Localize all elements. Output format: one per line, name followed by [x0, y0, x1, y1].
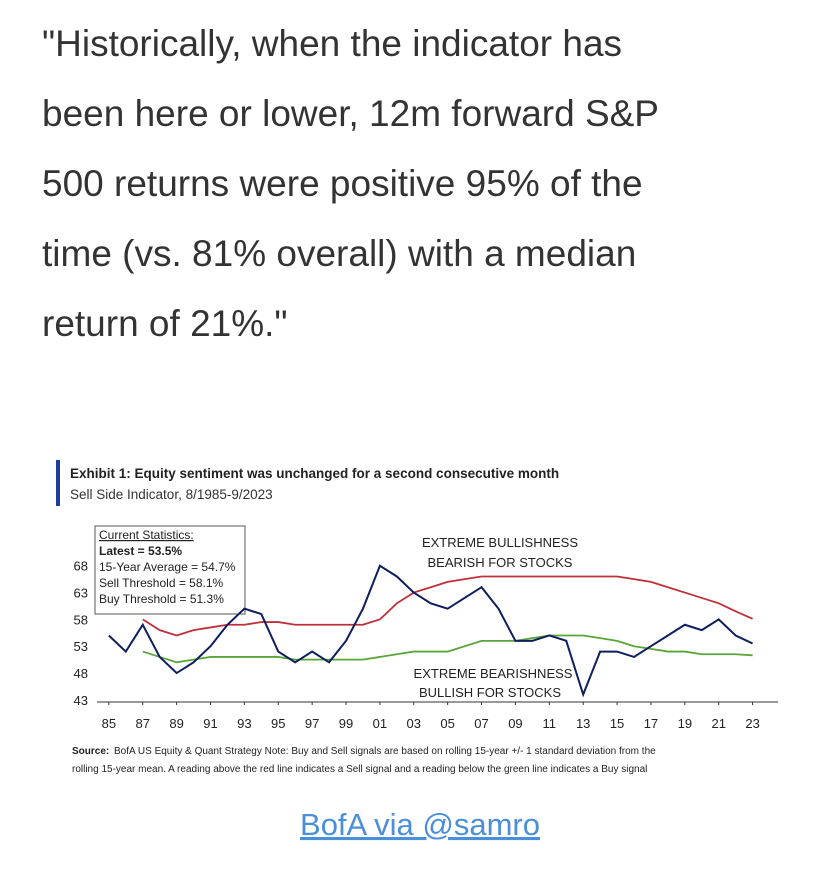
annotation: BEARISH FOR STOCKS — [428, 555, 573, 570]
stats-line: Current Statistics: — [99, 528, 194, 542]
stats-line: Latest = 53.5% — [99, 544, 182, 558]
y-tick-label: 58 — [74, 612, 88, 627]
stats-line: Sell Threshold = 58.1% — [99, 576, 224, 590]
x-tick-label: 95 — [271, 716, 285, 731]
annotation: EXTREME BULLISHNESS — [422, 535, 578, 550]
x-tick-label: 87 — [136, 716, 150, 731]
source-note: rolling 15-year mean. A reading above th… — [72, 764, 647, 775]
stats-line: 15-Year Average = 54.7% — [99, 560, 236, 574]
x-tick-label: 85 — [102, 716, 116, 731]
y-tick-label: 53 — [74, 639, 88, 654]
y-tick-label: 63 — [74, 586, 88, 601]
quote-line: "Historically, when the indicator has — [42, 23, 622, 64]
source-label: Source: — [72, 746, 109, 757]
x-tick-label: 01 — [373, 716, 387, 731]
x-tick-label: 13 — [576, 716, 590, 731]
x-tick-label: 19 — [678, 716, 692, 731]
x-tick-label: 91 — [203, 716, 217, 731]
source-link[interactable]: BofA via @samro — [300, 807, 540, 842]
series-line — [142, 575, 753, 637]
quote-line: time (vs. 81% overall) with a median — [42, 233, 636, 274]
x-tick-label: 23 — [745, 716, 759, 731]
source-note: BofA US Equity & Quant Strategy Note: Bu… — [114, 746, 656, 757]
x-tick-label: 07 — [474, 716, 488, 731]
y-tick-label: 43 — [74, 693, 88, 708]
chart-title: Exhibit 1: Equity sentiment was unchange… — [70, 466, 559, 481]
quote-line: been here or lower, 12m forward S&P — [42, 93, 659, 134]
x-tick-label: 21 — [711, 716, 725, 731]
stats-line: Buy Threshold = 51.3% — [99, 592, 224, 606]
annotation: EXTREME BEARISHNESS — [414, 666, 573, 681]
x-tick-label: 17 — [644, 716, 658, 731]
x-tick-label: 15 — [610, 716, 624, 731]
stats-box — [94, 525, 246, 615]
series-line — [142, 634, 753, 664]
x-tick-label: 89 — [169, 716, 183, 731]
x-tick-label: 03 — [407, 716, 421, 731]
series-line — [108, 564, 754, 698]
chart-image — [42, 452, 798, 780]
chart-subtitle: Sell Side Indicator, 8/1985-9/2023 — [70, 487, 273, 502]
x-tick-label: 05 — [440, 716, 454, 731]
y-tick-label: 48 — [74, 666, 88, 681]
x-tick-label: 09 — [508, 716, 522, 731]
quote-line: 500 returns were positive 95% of the — [42, 163, 643, 204]
accent-bar — [56, 460, 60, 506]
x-tick-label: 93 — [237, 716, 251, 731]
annotation: BULLISH FOR STOCKS — [419, 685, 561, 700]
quote-line: return of 21%." — [42, 303, 288, 344]
x-tick-label: 99 — [339, 716, 353, 731]
x-tick-label: 11 — [543, 716, 557, 731]
x-tick-label: 97 — [305, 716, 319, 731]
y-tick-label: 68 — [74, 559, 88, 574]
